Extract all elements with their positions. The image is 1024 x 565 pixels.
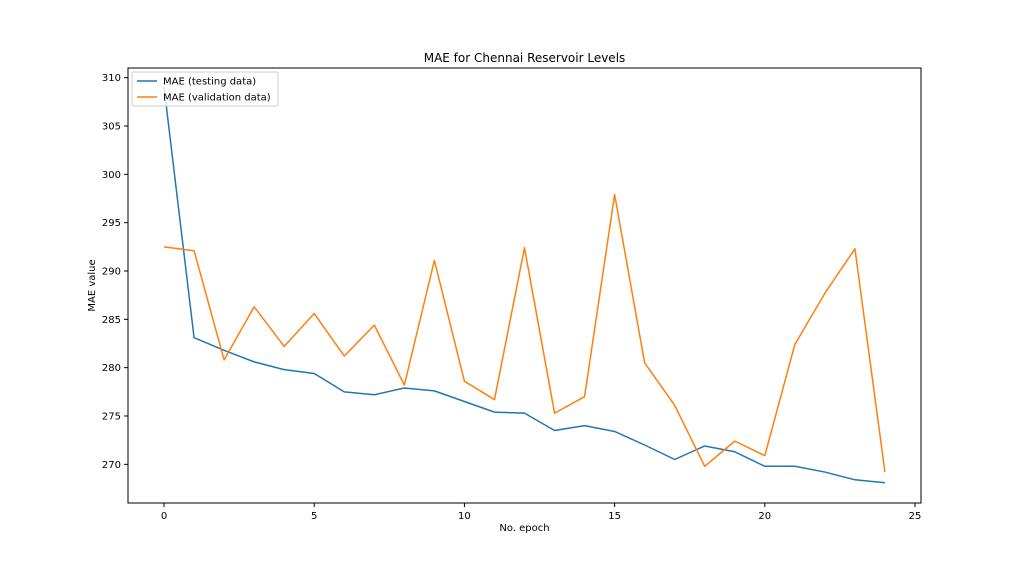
y-tick-label: 295	[102, 218, 121, 229]
legend: MAE (testing data) MAE (validation data)	[131, 71, 279, 107]
plot-area	[163, 87, 886, 484]
series-line-2	[163, 193, 886, 473]
y-tick-label: 280	[102, 363, 121, 374]
y-tick-label: 305	[102, 122, 121, 133]
x-tick-label: 0	[161, 511, 167, 522]
y-axis-title: MAE value	[87, 259, 98, 311]
y-axis: 270 275 280 285 290 295 300 305 310	[102, 73, 128, 471]
x-tick-label: 10	[458, 511, 471, 522]
x-axis: 0 5 10 15 20 25	[161, 503, 922, 522]
legend-box	[131, 71, 279, 107]
axes-frame	[127, 67, 922, 504]
legend-label-1: MAE (testing data)	[163, 77, 256, 88]
series-line-1	[163, 87, 886, 484]
x-tick-label: 15	[608, 511, 621, 522]
x-tick-label: 20	[758, 511, 771, 522]
y-tick-label: 285	[102, 315, 121, 326]
y-tick-label: 300	[102, 170, 121, 181]
y-tick-label: 290	[102, 267, 121, 278]
y-tick-label: 270	[102, 460, 121, 471]
y-tick-label: 275	[102, 412, 121, 423]
chart-title: MAE for Chennai Reservoir Levels	[424, 51, 626, 65]
x-tick-label: 25	[909, 511, 922, 522]
y-tick-label: 310	[102, 73, 121, 84]
x-axis-title: No. epoch	[499, 523, 549, 534]
x-tick-label: 5	[311, 511, 317, 522]
legend-label-2: MAE (validation data)	[163, 93, 271, 104]
